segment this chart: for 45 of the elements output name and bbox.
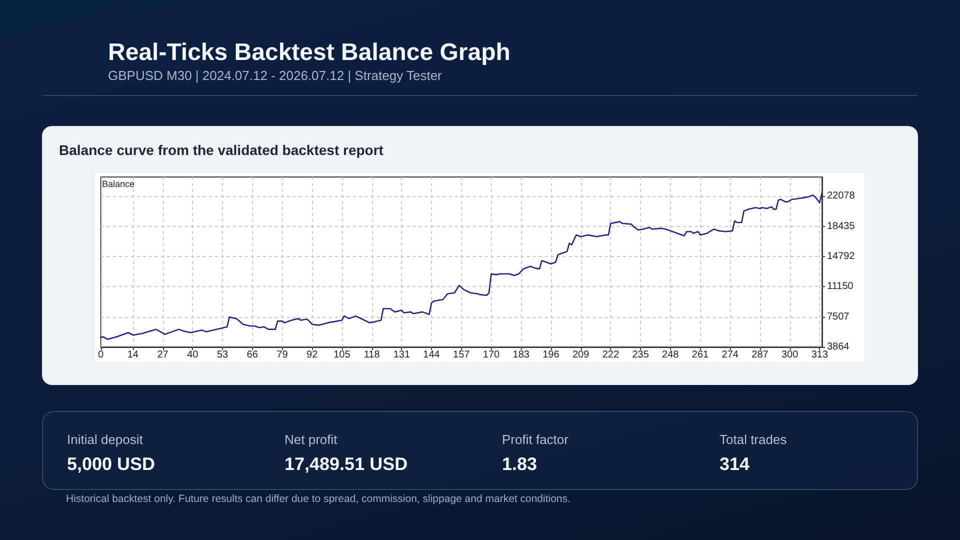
x-tick-label: 313: [811, 350, 828, 360]
text: Total trades: [720, 432, 787, 448]
text: 314: [720, 453, 750, 475]
x-tick-label: 300: [782, 350, 799, 360]
x-tick-label: 248: [662, 350, 680, 360]
x-tick-label: 131: [393, 350, 410, 360]
y-tick-label: 18435: [827, 220, 856, 232]
chart-title: Real-Ticks Backtest Balance Graph: [108, 38, 510, 67]
text: Balance curve from the validated backtest report: [59, 142, 384, 159]
text: 1.83: [502, 453, 538, 475]
x-tick-label: 0: [98, 350, 104, 360]
x-tick-label: 196: [542, 350, 560, 360]
x-tick-label: 235: [632, 350, 650, 360]
y-tick-label: 11150: [827, 281, 854, 292]
text: 17,489.51 USD: [284, 453, 408, 475]
text: 5,000 USD: [67, 453, 156, 475]
x-tick-label: 53: [216, 350, 229, 360]
line-series: [100, 192, 823, 340]
chart-subtitle: GBPUSD M30 | 2024.07.12 - 2026.07.12 | Strategy Tester: [108, 68, 442, 84]
x-tick-label: 261: [692, 350, 710, 360]
text: Initial deposit: [67, 432, 143, 448]
x-tick-label: 92: [306, 350, 318, 360]
x-tick-label: 170: [482, 350, 500, 360]
text: Net profit: [284, 432, 338, 448]
x-tick-label: 274: [722, 350, 739, 360]
x-tick-label: 105: [334, 350, 351, 360]
x-tick-label: 40: [187, 350, 199, 360]
x-tick-label: 79: [276, 350, 288, 360]
y-tick-label: 3864: [827, 342, 850, 352]
annotation: Balance: [102, 179, 135, 190]
x-tick-label: 183: [512, 350, 530, 360]
x-tick-label: 209: [572, 350, 590, 360]
y-tick-label: 22078: [827, 190, 856, 202]
y-tick-label: 7507: [827, 311, 850, 322]
x-tick-label: 14: [127, 350, 139, 360]
y-tick-label: 14792: [827, 251, 856, 262]
text: Profit factor: [502, 432, 568, 448]
text: Historical backtest only. Future results can differ due to spread, commission, slippage and market conditions.: [66, 493, 570, 506]
x-tick-label: 222: [602, 350, 620, 360]
x-tick-label: 27: [157, 350, 169, 360]
x-tick-label: 66: [246, 350, 258, 360]
x-tick-label: 157: [453, 350, 470, 360]
x-tick-label: 144: [423, 350, 440, 360]
x-tick-label: 287: [752, 350, 769, 360]
x-tick-label: 118: [364, 350, 380, 360]
